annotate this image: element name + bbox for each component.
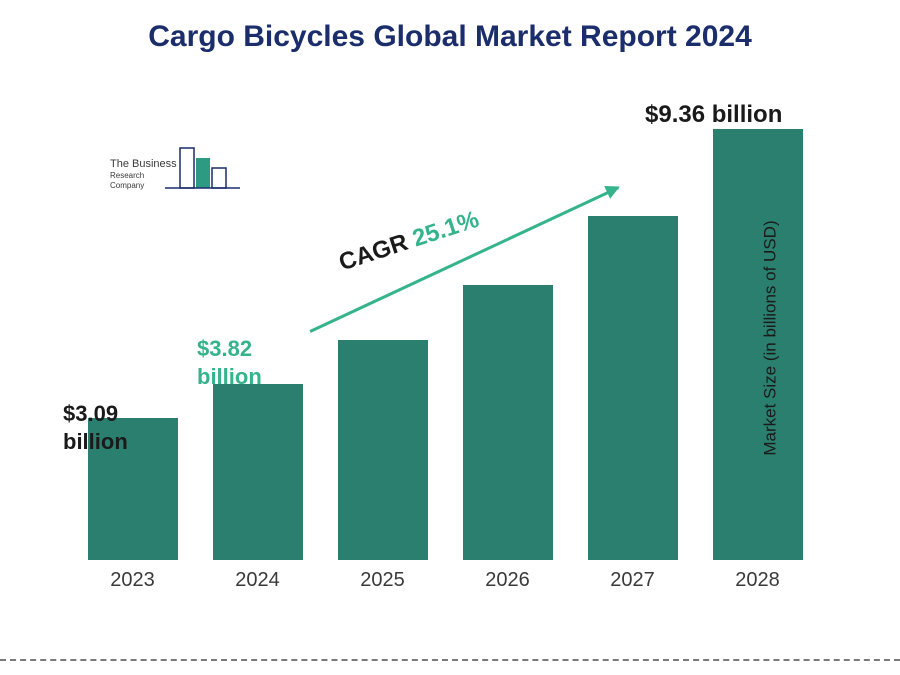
x-label-2023: 2023 [78, 569, 188, 592]
x-axis-labels: 2023 2024 2025 2026 2027 2028 [70, 560, 820, 600]
bar-rect-2027 [588, 216, 678, 560]
y-axis-label: Market Size (in billions of USD) [760, 220, 780, 455]
chart-area: 2023 2024 2025 2026 2027 2028 [70, 100, 820, 600]
value-label-0: $3.09 billion [63, 400, 128, 455]
bar-rect-2024 [213, 384, 303, 560]
x-label-2024: 2024 [203, 569, 313, 592]
chart-title: Cargo Bicycles Global Market Report 2024 [0, 20, 900, 54]
value-label-1: $3.82 billion [197, 335, 262, 390]
bar-2028 [703, 129, 813, 560]
x-label-2027: 2027 [578, 569, 688, 592]
chart-title-text: Cargo Bicycles Global Market Report 2024 [148, 20, 752, 53]
value-label-2: $9.36 billion [645, 100, 782, 130]
bar-2027 [578, 216, 688, 560]
bars-container [70, 100, 820, 560]
bar-rect-2028 [713, 129, 803, 560]
bar-2024 [203, 384, 313, 560]
bar-rect-2025 [338, 340, 428, 560]
bar-rect-2026 [463, 285, 553, 560]
bar-2025 [328, 340, 438, 560]
x-label-2026: 2026 [453, 569, 563, 592]
x-label-2025: 2025 [328, 569, 438, 592]
x-label-2028: 2028 [703, 569, 813, 592]
footer-divider [0, 659, 900, 661]
bar-2026 [453, 285, 563, 560]
